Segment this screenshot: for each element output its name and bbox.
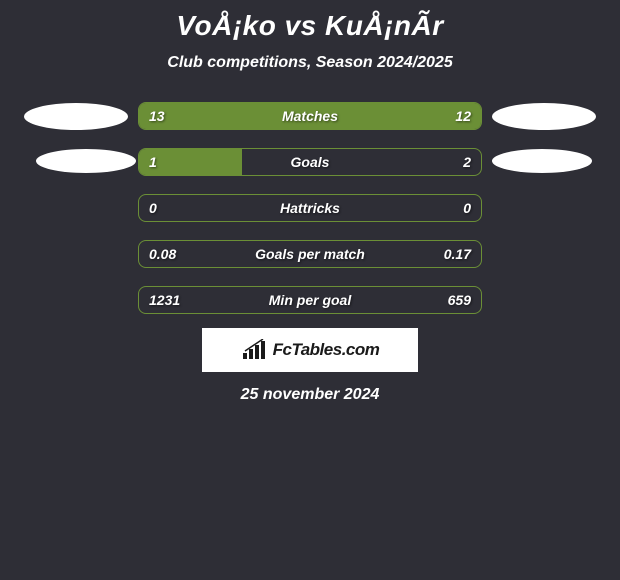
- stat-left-value: 1: [149, 154, 157, 170]
- stat-label: Goals per match: [255, 246, 365, 262]
- date-text: 25 november 2024: [241, 386, 380, 404]
- spacer: [492, 195, 596, 222]
- stat-left-value: 0.08: [149, 246, 176, 262]
- spacer: [24, 195, 128, 222]
- player-right-ellipse: [492, 103, 596, 130]
- stat-right-value: 12: [455, 108, 471, 124]
- stat-row-goals: 1 Goals 2: [7, 148, 613, 176]
- stat-row-mpg: 1231 Min per goal 659: [7, 286, 613, 314]
- stat-right-value: 2: [463, 154, 471, 170]
- spacer: [492, 149, 596, 176]
- spacer: [24, 149, 128, 176]
- bar-matches: 13 Matches 12: [138, 102, 482, 130]
- comparison-container: 13 Matches 12 1 Goals 2 0 Hattricks 0: [7, 102, 613, 314]
- stat-left-value: 13: [149, 108, 165, 124]
- bar-mpg: 1231 Min per goal 659: [138, 286, 482, 314]
- spacer: [492, 241, 596, 268]
- stat-right-value: 659: [448, 292, 471, 308]
- player-left-ellipse: [36, 149, 136, 173]
- page-subtitle: Club competitions, Season 2024/2025: [167, 54, 452, 72]
- page-title: VoÅ¡ko vs KuÅ¡nÃ­r: [176, 10, 443, 42]
- stat-right-value: 0.17: [444, 246, 471, 262]
- chart-icon: [241, 339, 267, 361]
- stat-label: Min per goal: [269, 292, 351, 308]
- stat-row-hattricks: 0 Hattricks 0: [7, 194, 613, 222]
- bar-goals: 1 Goals 2: [138, 148, 482, 176]
- spacer: [24, 287, 128, 314]
- player-right-ellipse: [492, 149, 592, 173]
- stat-label: Matches: [282, 108, 338, 124]
- stat-row-gpm: 0.08 Goals per match 0.17: [7, 240, 613, 268]
- bar-hattricks: 0 Hattricks 0: [138, 194, 482, 222]
- stat-label: Hattricks: [280, 200, 340, 216]
- stat-label: Goals: [291, 154, 330, 170]
- fctables-logo: FcTables.com: [202, 328, 418, 372]
- stat-left-value: 0: [149, 200, 157, 216]
- spacer: [492, 287, 596, 314]
- player-left-ellipse: [24, 103, 128, 130]
- stat-right-value: 0: [463, 200, 471, 216]
- stat-left-value: 1231: [149, 292, 180, 308]
- logo-text: FcTables.com: [273, 340, 380, 360]
- stat-row-matches: 13 Matches 12: [7, 102, 613, 130]
- spacer: [24, 241, 128, 268]
- bar-gpm: 0.08 Goals per match 0.17: [138, 240, 482, 268]
